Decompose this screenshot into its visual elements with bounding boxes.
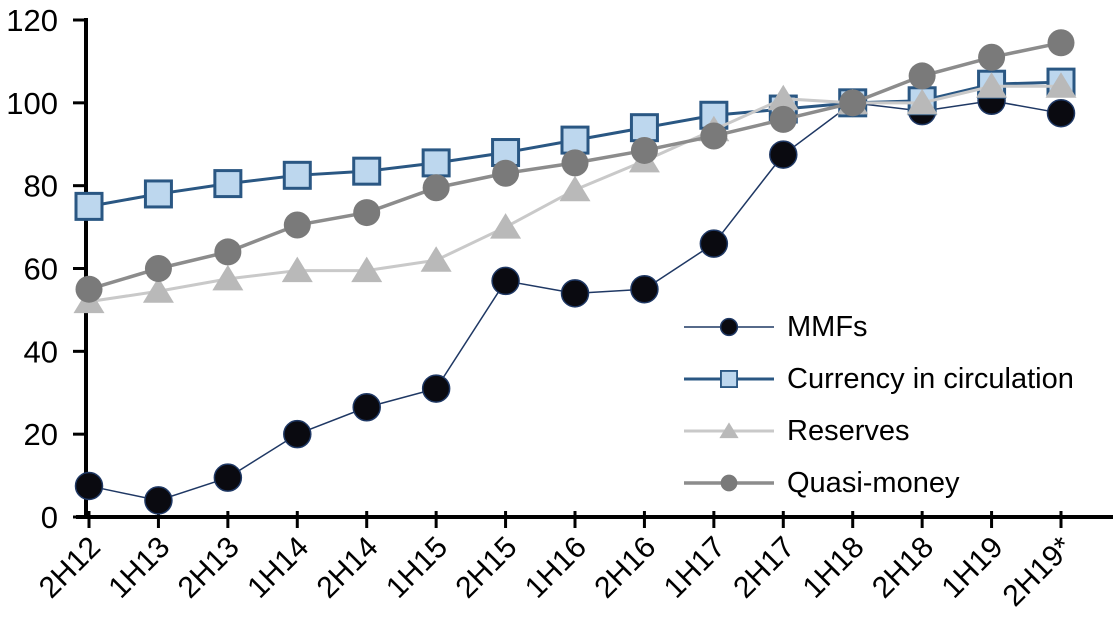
currency-in-circulation-marker <box>74 191 104 221</box>
legend-label-reserves: Reserves <box>787 414 910 447</box>
reserves-marker <box>212 264 244 291</box>
x-tick-label: 2H19* <box>997 530 1080 613</box>
currency-in-circulation-marker <box>143 179 173 209</box>
x-tick-label: 1H13 <box>102 531 176 605</box>
quasi-money-marker <box>353 199 381 227</box>
y-tick-label: 120 <box>6 3 58 38</box>
x-tick-label: 2H14 <box>311 531 385 605</box>
quasi-money-marker <box>700 122 728 150</box>
currency-in-circulation-marker <box>560 125 590 155</box>
reserves-marker <box>490 213 522 239</box>
quasi-money-marker <box>75 275 103 303</box>
legend-item-quasi-money: Quasi-money <box>683 457 1074 509</box>
quasi-money-marker <box>561 149 589 177</box>
x-tick-label: 1H17 <box>658 531 732 605</box>
mmfs-marker <box>283 419 312 449</box>
y-tick-label: 20 <box>24 417 58 452</box>
legend-item-reserves: Reserves <box>683 405 1074 457</box>
reserves-marker <box>719 422 739 439</box>
currency-legend-marker <box>684 370 774 388</box>
quasi-money-marker <box>720 474 738 492</box>
mmfs-marker <box>421 374 451 403</box>
mmfs-marker <box>74 471 104 501</box>
mmfs-marker <box>560 279 590 308</box>
x-tick-label: 1H16 <box>519 531 593 605</box>
reserves-marker <box>351 256 383 283</box>
quasi-money-marker <box>1047 29 1075 57</box>
mmfs-marker <box>769 140 798 169</box>
reserves-marker <box>976 72 1008 98</box>
legend-label-currency: Currency in circulation <box>787 362 1074 395</box>
x-tick-label: 2H15 <box>449 531 523 605</box>
y-tick-label: 40 <box>24 334 58 369</box>
quasi-money-marker <box>769 105 797 133</box>
reserves-marker <box>281 256 313 283</box>
y-tick-label: 80 <box>24 169 58 204</box>
quasi-money-marker <box>492 159 520 187</box>
reserves-marker <box>1045 72 1077 98</box>
x-tick-label: 1H14 <box>241 531 315 605</box>
quasi-money-marker <box>839 89 867 117</box>
reserves-marker <box>142 277 174 303</box>
x-tick-label: 1H18 <box>797 531 871 605</box>
series-quasi-money <box>75 29 1075 303</box>
currency-in-circulation-marker <box>213 169 243 199</box>
mmfs-legend-marker <box>684 317 774 337</box>
reserves-marker <box>767 84 799 111</box>
legend-item-mmfs: MMFs <box>683 301 1074 353</box>
x-tick-label: 2H12 <box>33 531 107 605</box>
currency-in-circulation-marker <box>720 370 738 388</box>
legend-item-currency-in-circulation: Currency in circulation <box>683 353 1074 405</box>
quasi-money-marker <box>214 238 242 266</box>
legend: MMFs Currency in circulation Reserves Qu… <box>683 301 1074 509</box>
x-tick-label: 1H19 <box>935 531 1009 605</box>
quasi-money-marker <box>283 211 311 239</box>
reserves-marker <box>559 175 591 202</box>
quasi-money-marker <box>978 43 1006 71</box>
mmfs-marker <box>1046 98 1076 128</box>
currency-in-circulation-marker <box>421 148 451 178</box>
x-tick-label: 2H18 <box>866 531 940 605</box>
quasi-money-marker <box>630 136 658 164</box>
mmfs-marker <box>352 392 381 422</box>
y-tick-label: 60 <box>24 252 58 287</box>
mmfs-marker <box>719 317 739 337</box>
mmfs-marker <box>144 486 173 515</box>
mmfs-marker <box>630 274 659 304</box>
y-tick-label: 0 <box>41 500 58 535</box>
y-tick-label: 100 <box>6 86 58 121</box>
x-tick-label: 2H16 <box>588 531 662 605</box>
quasi-money-marker <box>908 62 936 90</box>
mmfs-marker <box>491 266 520 296</box>
x-tick-label: 1H15 <box>380 531 454 605</box>
x-tick-label: 2H13 <box>172 531 246 605</box>
mmfs-marker <box>213 463 243 492</box>
currency-in-circulation-marker <box>629 113 659 143</box>
mmfs-marker <box>699 229 729 258</box>
legend-label-mmfs: MMFs <box>787 310 868 343</box>
currency-in-circulation-marker <box>352 156 382 186</box>
quasi-money-marker <box>144 255 172 282</box>
reserves-legend-marker <box>684 422 774 439</box>
currency-in-circulation-marker <box>491 138 521 168</box>
reserves-marker <box>420 246 452 272</box>
quasi-money-legend-marker <box>684 474 774 492</box>
reserves-marker <box>906 88 938 115</box>
currency-in-circulation-marker <box>282 160 312 190</box>
x-tick-label: 2H17 <box>727 531 801 605</box>
quasi-money-marker <box>422 174 450 202</box>
legend-label-quasi-money: Quasi-money <box>787 466 960 499</box>
